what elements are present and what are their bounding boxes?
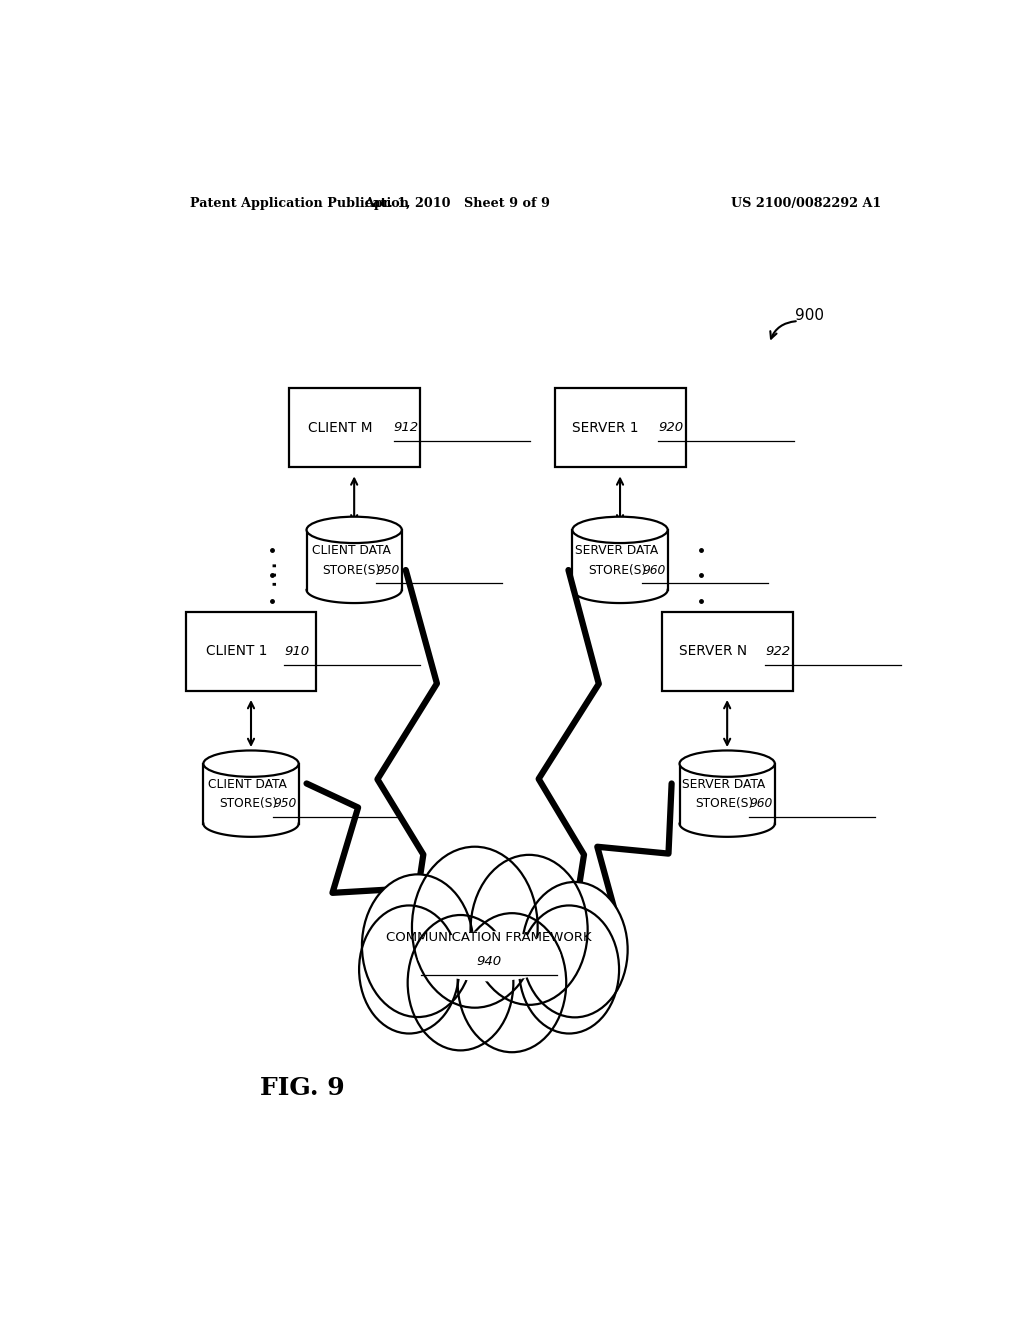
Bar bbox=[185, 611, 316, 690]
Ellipse shape bbox=[306, 516, 401, 543]
Text: 960: 960 bbox=[750, 797, 773, 810]
Bar bbox=[662, 611, 793, 690]
Circle shape bbox=[470, 855, 588, 1005]
Ellipse shape bbox=[418, 931, 560, 981]
Text: 900: 900 bbox=[795, 309, 823, 323]
Text: SERVER N: SERVER N bbox=[679, 644, 746, 659]
Circle shape bbox=[519, 906, 620, 1034]
Text: ⋯: ⋯ bbox=[258, 557, 287, 585]
Text: COMMUNICATION FRAMEWORK: COMMUNICATION FRAMEWORK bbox=[386, 932, 592, 945]
Text: 960: 960 bbox=[642, 564, 666, 577]
Text: STORE(S): STORE(S) bbox=[322, 564, 380, 577]
Text: CLIENT DATA: CLIENT DATA bbox=[311, 544, 390, 557]
Text: 920: 920 bbox=[658, 421, 683, 434]
Text: STORE(S): STORE(S) bbox=[219, 797, 276, 810]
Circle shape bbox=[359, 906, 459, 1034]
Text: FIG. 9: FIG. 9 bbox=[260, 1076, 345, 1101]
Ellipse shape bbox=[204, 751, 299, 776]
Text: CLIENT M: CLIENT M bbox=[307, 421, 372, 434]
Text: SERVER DATA: SERVER DATA bbox=[575, 544, 658, 557]
Ellipse shape bbox=[680, 751, 775, 776]
Text: 922: 922 bbox=[765, 645, 791, 657]
Text: Patent Application Publication: Patent Application Publication bbox=[189, 197, 409, 210]
Text: SERVER 1: SERVER 1 bbox=[572, 421, 639, 434]
Text: 940: 940 bbox=[476, 954, 502, 968]
Text: 950: 950 bbox=[273, 797, 297, 810]
Bar bbox=[289, 388, 420, 467]
Bar bbox=[555, 388, 685, 467]
Circle shape bbox=[458, 913, 566, 1052]
Text: STORE(S): STORE(S) bbox=[588, 564, 646, 577]
Text: SERVER DATA: SERVER DATA bbox=[682, 777, 766, 791]
Ellipse shape bbox=[418, 931, 560, 981]
Circle shape bbox=[408, 915, 513, 1051]
Text: Apr. 1, 2010   Sheet 9 of 9: Apr. 1, 2010 Sheet 9 of 9 bbox=[365, 197, 550, 210]
Text: US 2100/0082292 A1: US 2100/0082292 A1 bbox=[731, 197, 882, 210]
Text: 950: 950 bbox=[377, 564, 399, 577]
Text: 910: 910 bbox=[285, 645, 309, 657]
Text: CLIENT DATA: CLIENT DATA bbox=[209, 777, 288, 791]
Text: STORE(S): STORE(S) bbox=[695, 797, 753, 810]
Ellipse shape bbox=[572, 516, 668, 543]
Circle shape bbox=[522, 882, 628, 1018]
Text: 912: 912 bbox=[394, 421, 419, 434]
Circle shape bbox=[412, 846, 538, 1007]
Text: CLIENT 1: CLIENT 1 bbox=[206, 644, 267, 659]
Circle shape bbox=[361, 874, 473, 1016]
